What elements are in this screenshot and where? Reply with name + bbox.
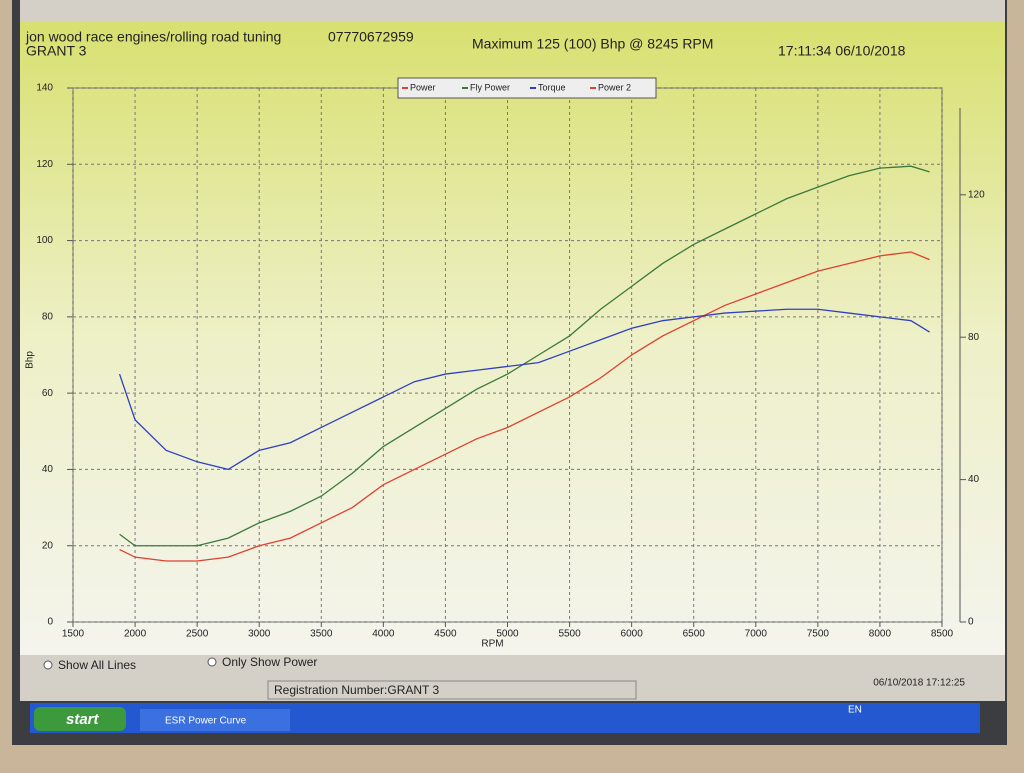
y-tick-label: 0 — [47, 617, 53, 628]
y-tick-label: 60 — [42, 388, 54, 399]
y-tick-label: 80 — [42, 311, 54, 322]
chart-panel — [20, 22, 1005, 662]
task-button[interactable] — [140, 709, 290, 731]
timestamp: 17:11:34 06/10/2018 — [778, 43, 906, 59]
x-tick-label: 6500 — [683, 629, 706, 640]
x-axis-label: RPM — [481, 639, 503, 650]
series-line — [118, 308, 930, 471]
y2-tick-label: 120 — [968, 189, 985, 200]
radio-power-label[interactable]: Only Show Power — [222, 655, 317, 669]
y-tick-label: 120 — [36, 159, 53, 170]
status-datetime: 06/10/2018 17:12:25 — [873, 678, 965, 689]
company: jon wood race engines/rolling road tunin… — [25, 29, 281, 45]
phone: 07770672959 — [328, 29, 414, 45]
y-tick-label: 140 — [36, 83, 53, 94]
legend-box — [397, 77, 657, 99]
x-tick-label: 7500 — [807, 629, 830, 640]
x-tick-label: 6000 — [621, 629, 644, 640]
legend-label: Power 2 — [598, 82, 631, 92]
y2-tick-label: 80 — [968, 332, 980, 343]
x-tick-label: 5000 — [496, 629, 519, 640]
language: EN — [848, 705, 862, 716]
y-axis-label: Bhp — [25, 351, 36, 369]
x-tick-label: 2000 — [124, 629, 147, 640]
plot: 0 20 40 60 80 100 120 140 0 40 80 120 1500 2000 2500 30… — [25, 77, 985, 650]
x-tick-label: 2500 — [186, 629, 209, 640]
x-tick-label: 8000 — [869, 629, 892, 640]
vehicle: GRANT 3 — [26, 43, 87, 59]
x-tick-label: 8500 — [931, 629, 954, 640]
x-tick-label: 4000 — [372, 629, 395, 640]
x-tick-label: 5500 — [558, 629, 581, 640]
radio-all[interactable] — [43, 660, 53, 670]
registration: Registration Number:GRANT 3 — [274, 683, 439, 697]
legend-label: Power — [410, 82, 436, 92]
y2-tick-label: 40 — [968, 474, 980, 485]
legend-label: Torque — [538, 82, 566, 92]
x-tick-label: 3000 — [248, 629, 271, 640]
y-tick-label: 100 — [36, 235, 53, 246]
radio-power[interactable] — [207, 657, 217, 667]
task-label[interactable]: ESR Power Curve — [165, 716, 247, 727]
options-bar — [20, 655, 1005, 677]
legend-label: Fly Power — [470, 82, 510, 92]
toolbar — [20, 0, 1005, 22]
maximum: Maximum 125 (100) Bhp @ 8245 RPM — [472, 36, 713, 52]
x-tick-label: 3500 — [310, 629, 333, 640]
y-tick-label: 40 — [42, 464, 54, 475]
start-label[interactable]: start — [66, 711, 100, 728]
x-tick-label: 1500 — [62, 629, 85, 640]
y2-tick-label: 0 — [968, 617, 974, 628]
radio-all-label[interactable]: Show All Lines — [58, 658, 136, 672]
start-button[interactable] — [34, 707, 126, 731]
x-tick-label: 7000 — [745, 629, 768, 640]
x-tick-label: 4500 — [434, 629, 457, 640]
y-tick-label: 20 — [42, 540, 54, 551]
status-cell — [267, 680, 637, 700]
series-line — [119, 251, 930, 562]
